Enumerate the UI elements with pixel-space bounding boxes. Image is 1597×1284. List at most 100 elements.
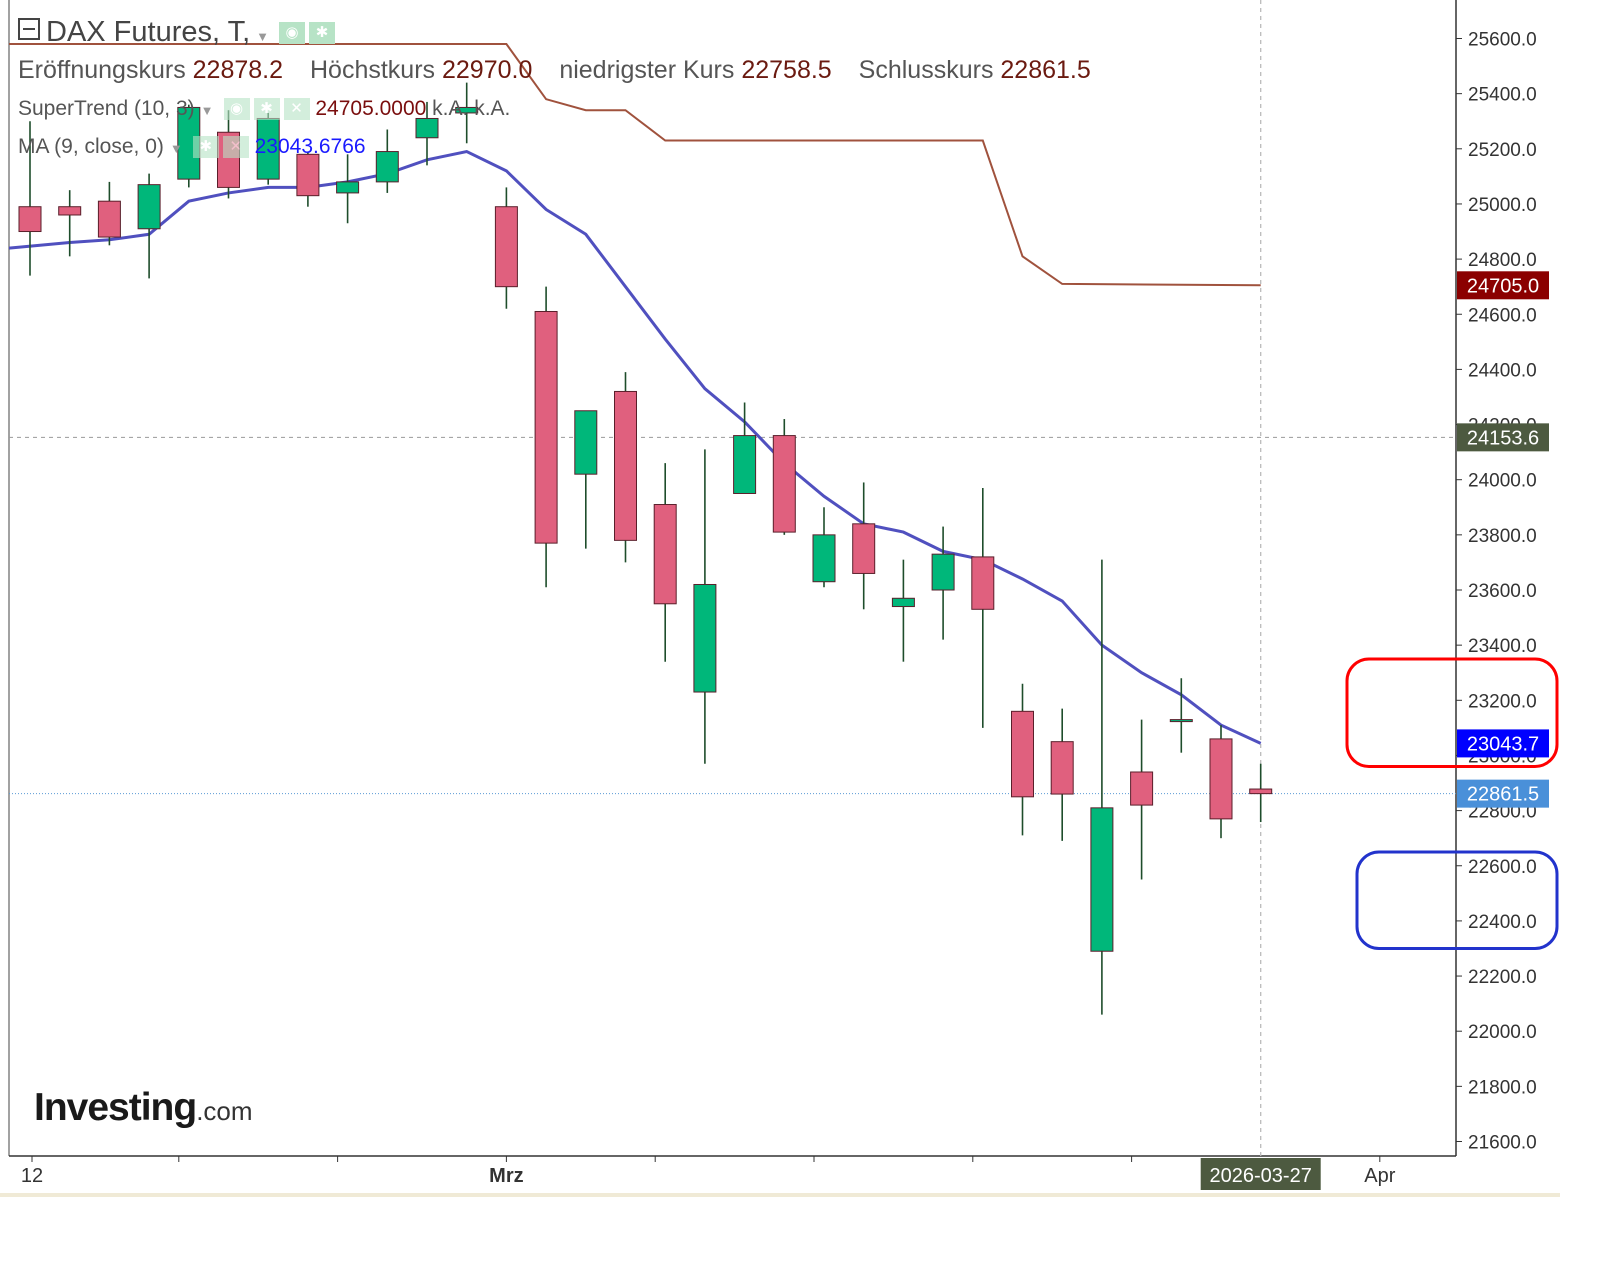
candle [971,487,995,728]
candle [693,449,717,764]
ma-label: MA (9, close, 0) [18,135,164,158]
candle-body-down [1130,771,1154,806]
chevron-down-icon[interactable]: ▼ [169,141,183,156]
price-tick-label: 23400.0 [1468,636,1537,657]
candle-body-up [891,597,915,608]
low-value: 22758.5 [741,56,832,84]
candle-body-down [1011,710,1034,798]
moving-average-line [8,149,1262,745]
price-tick-label: 24000.0 [1468,471,1537,492]
gear-icon[interactable]: ✱ [192,136,219,159]
candle [812,507,836,588]
price-badges: 24705.0 24153.6 23043.7 22861.5 [1457,271,1549,808]
time-axis[interactable]: 12 Mrz Apr 2026-03-27 [21,1156,1396,1190]
highlight-zones [1345,657,1559,950]
candle-body-up [1169,719,1193,723]
supertrend-line [9,43,1261,287]
candle-body-down [1050,741,1074,795]
eye-icon[interactable]: ◉ [223,98,250,121]
candle-body-up [931,553,955,591]
price-tick-label: 25600.0 [1468,30,1537,51]
price-tick-label: 25400.0 [1468,85,1537,106]
candle-body-down [852,523,876,574]
supertrend-layer [9,43,1261,287]
price-tick-label: 21600.0 [1468,1133,1537,1154]
candle-body-down [296,153,320,197]
candle-body-down [18,206,42,233]
chevron-down-icon[interactable]: ▼ [200,103,214,118]
supertrend-price-badge [1457,271,1549,300]
price-tick-label: 25200.0 [1468,140,1537,161]
price-tick-label: 22400.0 [1468,912,1537,933]
candle-body-up [415,117,439,139]
moving-average-layer [8,149,1262,745]
instrument-title: DAX Futures, T, [46,16,251,48]
gear-icon[interactable]: ✱ [253,98,280,121]
candle-body-up [693,583,717,693]
open-label: Eröffnungskurs [18,56,186,84]
collapse-icon[interactable] [18,18,40,41]
logo-domain: .com [196,1096,253,1126]
legend-ohlc-row: Eröffnungskurs 22878.2 Höchstkurs 22970.… [18,56,1111,85]
candle [1169,678,1193,753]
candle-body-up [455,106,479,114]
close-icon[interactable]: ✕ [283,98,310,121]
candle-body-up [574,410,598,475]
candle-body-down [1249,788,1273,795]
candle-body-down [971,556,995,610]
candle [891,559,915,662]
price-tick-label: 24800.0 [1468,250,1537,271]
time-tick-label: 12 [21,1165,43,1187]
plot-background [0,0,1597,1200]
candle [534,286,558,588]
supertrend-price-badge-label: 24705.0 [1467,275,1539,297]
crosshair-date-badge [1200,1158,1321,1190]
crosshair-price-badge [1457,423,1549,452]
price-tick-label: 23200.0 [1468,691,1537,712]
candles-layer [18,82,1273,1015]
supertrend-na-1: k.A. [432,97,469,120]
legend-title-row: DAX Futures, T, ▼ ◉ ✱ [18,16,336,49]
candle [137,173,161,279]
price-tick-label: 24600.0 [1468,305,1537,326]
blue-highlight-zone [1355,850,1559,950]
price-tick-label: 23600.0 [1468,581,1537,602]
crosshair-layer [9,0,1456,1156]
legend-ma-row: MA (9, close, 0) ▼ ✱ ✕ 23043.6766 [18,135,366,159]
time-tick-label: Apr [1364,1165,1395,1187]
candle [415,101,439,166]
chevron-down-icon[interactable]: ▼ [256,29,270,44]
candle [58,190,82,257]
candle-body-down [534,310,558,544]
candle [1249,763,1273,823]
close-icon[interactable]: ✕ [222,136,249,159]
candle-body-down [653,504,677,605]
gear-icon[interactable]: ✱ [309,22,336,45]
candle [336,154,360,224]
candle [772,419,796,535]
candle-body-up [375,151,399,183]
close-price-badge-label: 22861.5 [1467,784,1539,806]
supertrend-value: 24705.0000 [315,97,427,120]
candle [1011,683,1034,836]
candle [494,187,518,309]
candle [1050,708,1074,841]
price-tick-label: 24400.0 [1468,360,1537,381]
close-label: Schlusskurs [858,56,994,84]
candle-body-up [812,534,836,583]
red-highlight-zone [1345,657,1559,768]
price-tick-label: 22200.0 [1468,967,1537,988]
supertrend-na-2: k.A. [474,97,511,120]
candle-body-up [733,435,757,494]
candle [574,410,598,549]
price-axis[interactable]: 25600.0 25400.0 25200.0 25000.0 24800.0 24600… [1456,30,1537,1154]
candle [375,129,399,193]
logo-brand: Investing [34,1086,197,1129]
price-tick-label: 22600.0 [1468,857,1537,878]
eye-icon[interactable]: ◉ [279,22,306,45]
candle [931,526,955,640]
ma-price-badge [1457,729,1549,758]
supertrend-label: SuperTrend (10, 3) [18,97,195,120]
open-value: 22878.2 [192,56,284,84]
